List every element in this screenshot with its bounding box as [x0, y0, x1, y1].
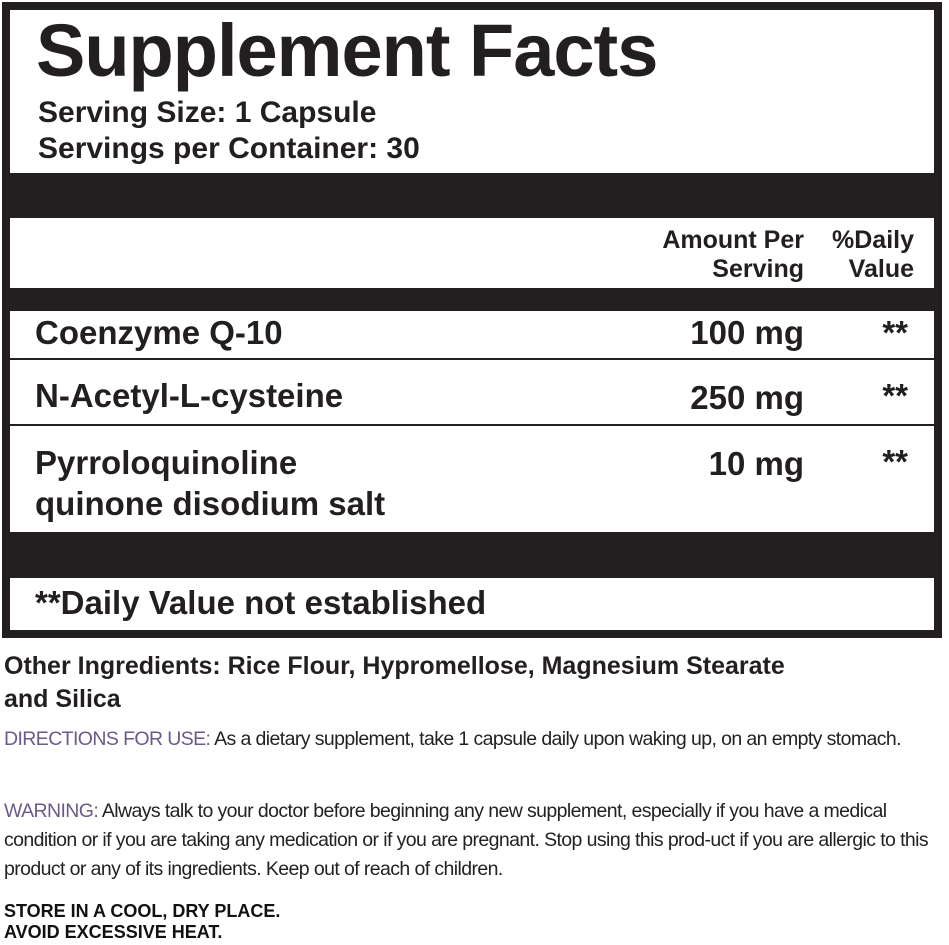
warning-label: WARNING:	[4, 800, 99, 822]
nutrient-name: N-Acetyl-L-cysteine	[35, 377, 344, 414]
amount-header: Amount Per Serving	[662, 226, 804, 284]
row-divider	[10, 424, 934, 426]
divider-bar	[10, 532, 934, 578]
other-ingredients-line2: and Silica	[4, 685, 121, 713]
amount-header-line1: Amount Per	[662, 226, 804, 254]
directions: DIRECTIONS FOR USE: As a dietary supplem…	[4, 725, 949, 754]
nutrient-amount: 100 mg	[690, 314, 804, 351]
footnote: **Daily Value not established	[35, 584, 487, 621]
dv-header-line2: Value	[848, 255, 914, 283]
dv-header-line1: %Daily	[832, 226, 914, 254]
supplement-facts-panel: Supplement Facts Serving Size: 1 Capsule…	[2, 2, 942, 638]
directions-label: DIRECTIONS FOR USE:	[4, 728, 211, 750]
other-ingredients: Other Ingredients: Rice Flour, Hypromell…	[4, 650, 785, 716]
storage-instructions: STORE IN A COOL, DRY PLACE. AVOID EXCESS…	[4, 901, 280, 943]
storage-line2: AVOID EXCESSIVE HEAT.	[4, 922, 223, 942]
other-ingredients-line1: Other Ingredients: Rice Flour, Hypromell…	[4, 652, 785, 680]
divider-bar	[10, 173, 934, 218]
nutrient-name-line1: Pyrroloquinoline	[35, 444, 298, 481]
divider-bar	[10, 288, 934, 311]
warning-text: Always talk to your doctor before beginn…	[4, 800, 929, 880]
daily-value-header: %Daily Value	[832, 226, 914, 284]
serving-size: Serving Size: 1 Capsule	[38, 96, 377, 129]
servings-per-container: Servings per Container: 30	[38, 132, 420, 165]
nutrient-amount: 250 mg	[690, 379, 804, 416]
nutrient-dv: **	[882, 377, 908, 414]
row-divider	[10, 358, 934, 360]
nutrient-dv: **	[882, 314, 908, 351]
nutrient-amount: 10 mg	[708, 445, 804, 482]
panel-title: Supplement Facts	[36, 9, 658, 92]
nutrient-name-line2: quinone disodium salt	[35, 485, 386, 522]
directions-text: As a dietary supplement, take 1 capsule …	[210, 728, 901, 750]
storage-line1: STORE IN A COOL, DRY PLACE.	[4, 901, 281, 921]
nutrient-dv: **	[882, 443, 908, 480]
amount-header-line2: Serving	[712, 255, 804, 283]
nutrient-name: Coenzyme Q-10	[35, 314, 283, 351]
nutrient-name: Pyrroloquinoline quinone disodium salt	[35, 442, 385, 524]
warning: WARNING: Always talk to your doctor befo…	[4, 797, 944, 884]
